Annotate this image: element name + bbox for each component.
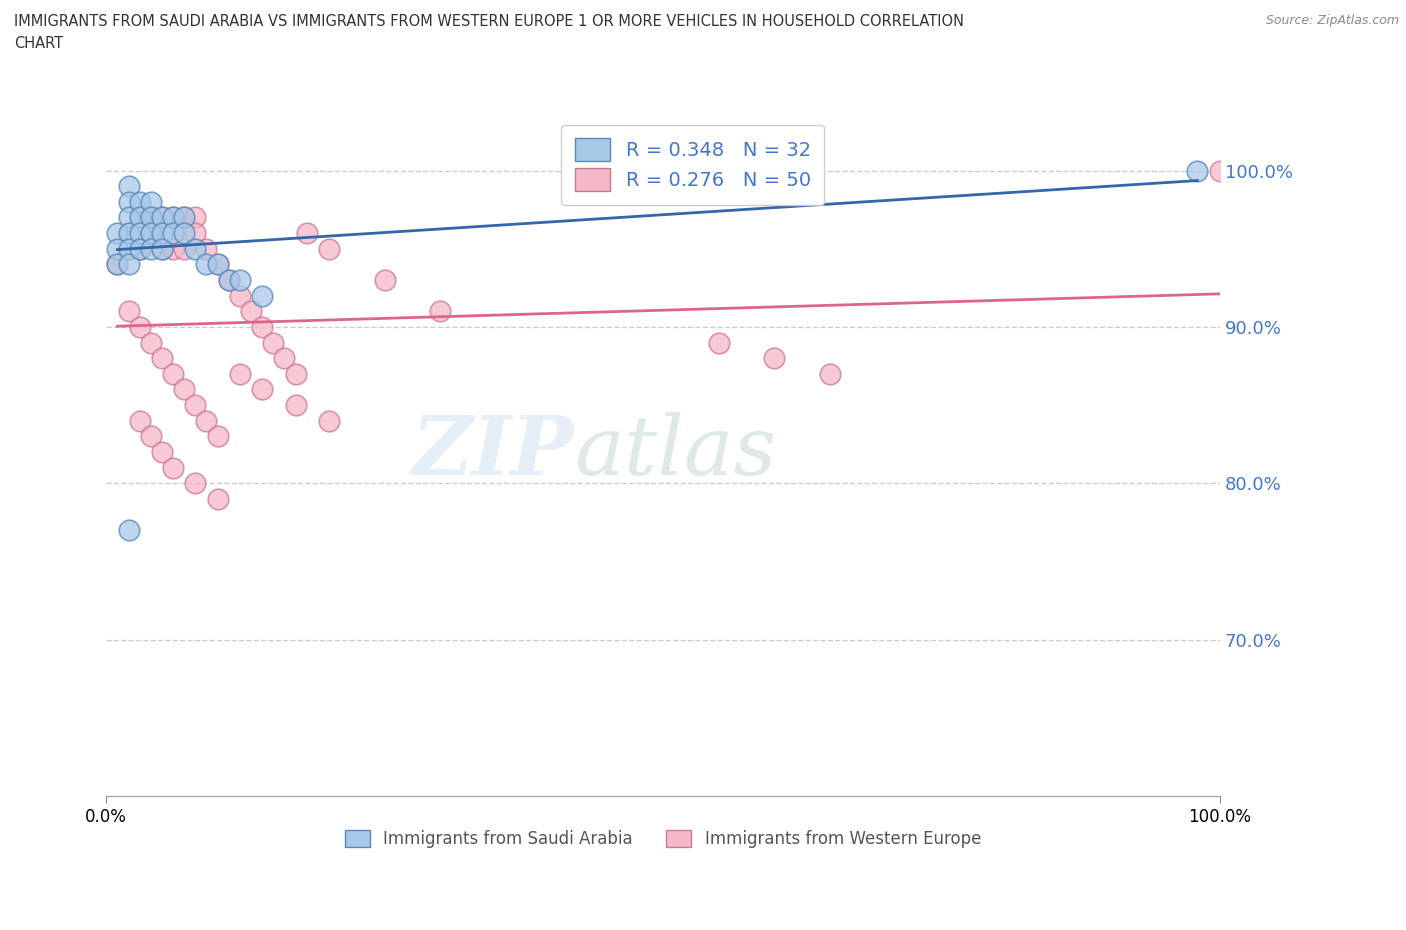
Point — [173, 210, 195, 225]
Point — [117, 241, 139, 256]
Point — [150, 241, 173, 256]
Point — [162, 210, 184, 225]
Point — [105, 257, 128, 272]
Point — [105, 241, 128, 256]
Point — [195, 241, 218, 256]
Point — [262, 335, 284, 350]
Point — [139, 194, 162, 209]
Point — [374, 272, 396, 287]
Point — [128, 241, 150, 256]
Text: ZIP: ZIP — [412, 412, 574, 492]
Point — [162, 366, 184, 381]
Point — [173, 241, 195, 256]
Legend: Immigrants from Saudi Arabia, Immigrants from Western Europe: Immigrants from Saudi Arabia, Immigrants… — [336, 821, 990, 857]
Point — [318, 413, 340, 428]
Point — [105, 226, 128, 241]
Point — [184, 241, 207, 256]
Point — [139, 210, 162, 225]
Point — [128, 241, 150, 256]
Point — [218, 272, 240, 287]
Point — [195, 257, 218, 272]
Text: IMMIGRANTS FROM SAUDI ARABIA VS IMMIGRANTS FROM WESTERN EUROPE 1 OR MORE VEHICLE: IMMIGRANTS FROM SAUDI ARABIA VS IMMIGRAN… — [14, 14, 965, 51]
Point — [117, 226, 139, 241]
Point — [150, 351, 173, 365]
Point — [284, 398, 307, 413]
Point — [162, 241, 184, 256]
Point — [429, 304, 451, 319]
Point — [818, 366, 841, 381]
Point — [707, 335, 730, 350]
Point — [139, 210, 162, 225]
Point — [295, 226, 318, 241]
Point — [229, 366, 252, 381]
Point — [250, 319, 273, 334]
Point — [150, 241, 173, 256]
Point — [150, 445, 173, 459]
Point — [162, 226, 184, 241]
Point — [173, 210, 195, 225]
Point — [284, 366, 307, 381]
Point — [250, 382, 273, 397]
Point — [318, 241, 340, 256]
Point — [195, 413, 218, 428]
Point — [117, 210, 139, 225]
Point — [207, 429, 229, 444]
Point — [173, 382, 195, 397]
Point — [128, 413, 150, 428]
Point — [184, 476, 207, 491]
Point — [150, 210, 173, 225]
Point — [117, 257, 139, 272]
Point — [139, 335, 162, 350]
Point — [229, 288, 252, 303]
Point — [139, 226, 162, 241]
Point — [250, 288, 273, 303]
Point — [1187, 163, 1209, 178]
Point — [105, 257, 128, 272]
Point — [207, 257, 229, 272]
Point — [173, 226, 195, 241]
Point — [162, 210, 184, 225]
Point — [117, 304, 139, 319]
Point — [184, 398, 207, 413]
Point — [218, 272, 240, 287]
Point — [128, 226, 150, 241]
Point — [150, 210, 173, 225]
Point — [162, 460, 184, 475]
Point — [150, 226, 173, 241]
Point — [117, 226, 139, 241]
Point — [229, 272, 252, 287]
Point — [139, 429, 162, 444]
Point — [1209, 163, 1232, 178]
Point — [128, 210, 150, 225]
Text: atlas: atlas — [574, 412, 776, 492]
Point — [128, 194, 150, 209]
Point — [240, 304, 263, 319]
Point — [139, 226, 162, 241]
Point — [139, 241, 162, 256]
Point — [117, 179, 139, 193]
Point — [128, 210, 150, 225]
Point — [117, 194, 139, 209]
Point — [207, 491, 229, 506]
Point — [273, 351, 295, 365]
Point — [128, 319, 150, 334]
Point — [207, 257, 229, 272]
Point — [117, 523, 139, 538]
Point — [184, 226, 207, 241]
Point — [184, 210, 207, 225]
Point — [763, 351, 786, 365]
Text: Source: ZipAtlas.com: Source: ZipAtlas.com — [1265, 14, 1399, 27]
